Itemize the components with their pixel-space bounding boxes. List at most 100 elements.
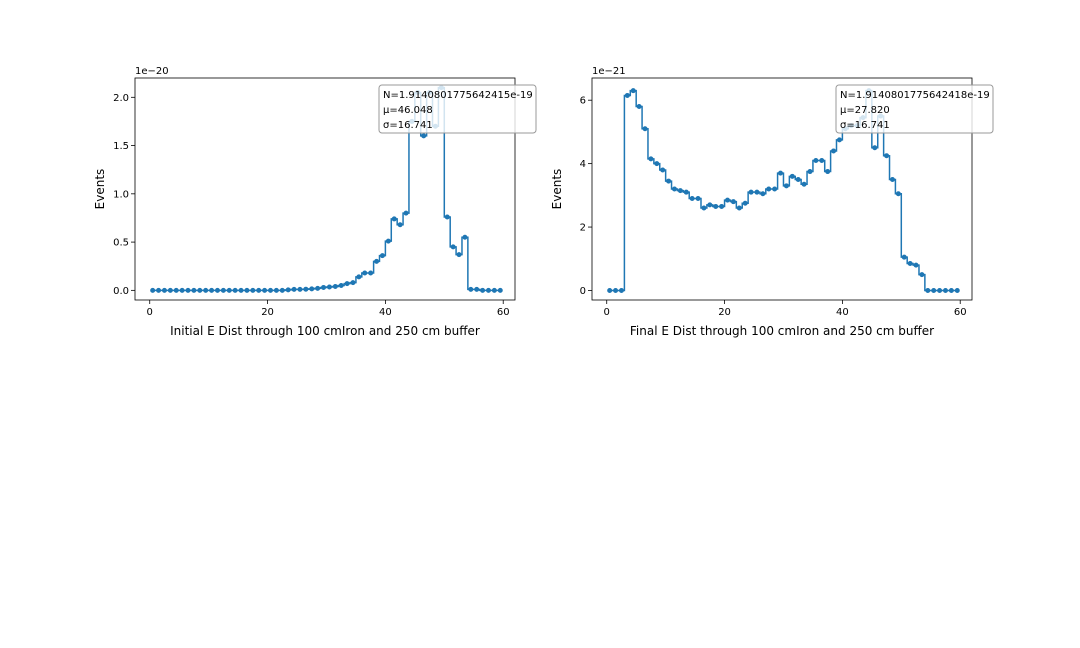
data-point bbox=[462, 234, 468, 240]
x-tick-label: 0 bbox=[147, 307, 153, 318]
data-point bbox=[374, 258, 380, 264]
stats-line: μ=46.048 bbox=[383, 105, 433, 116]
y-offset-label: 1e−20 bbox=[135, 66, 169, 77]
data-point bbox=[895, 191, 901, 197]
stats-box-frame bbox=[835, 84, 994, 134]
data-point bbox=[368, 270, 374, 276]
data-point bbox=[197, 287, 203, 293]
data-point bbox=[677, 188, 683, 194]
data-point bbox=[736, 205, 742, 211]
data-point bbox=[948, 287, 954, 293]
data-point bbox=[397, 222, 403, 228]
data-point bbox=[719, 203, 725, 209]
y-tick-label: 2 bbox=[580, 223, 586, 234]
data-point bbox=[772, 186, 778, 192]
y-tick-label: 1.5 bbox=[113, 141, 129, 152]
data-point bbox=[238, 287, 244, 293]
data-point bbox=[456, 252, 462, 258]
stats-line: σ=16.741 bbox=[840, 120, 890, 131]
data-point bbox=[760, 191, 766, 197]
data-point bbox=[332, 283, 338, 289]
data-point bbox=[303, 286, 309, 292]
data-point bbox=[338, 283, 344, 289]
data-point bbox=[185, 287, 191, 293]
data-point bbox=[403, 210, 409, 216]
data-point bbox=[666, 178, 672, 184]
data-point bbox=[450, 244, 456, 250]
data-point bbox=[778, 170, 784, 176]
data-point bbox=[707, 202, 713, 208]
data-point bbox=[309, 286, 315, 292]
stats-line: σ=16.741 bbox=[383, 120, 433, 131]
data-point bbox=[262, 287, 268, 293]
data-point bbox=[179, 287, 185, 293]
y-tick-label: 4 bbox=[580, 159, 586, 170]
x-tick-label: 60 bbox=[497, 307, 510, 318]
data-point bbox=[807, 169, 813, 175]
y-axis-label: Events bbox=[550, 169, 564, 210]
data-point bbox=[825, 169, 831, 175]
x-tick-label: 20 bbox=[718, 307, 731, 318]
data-point bbox=[725, 197, 731, 203]
data-point bbox=[391, 216, 397, 222]
data-point bbox=[695, 196, 701, 202]
data-point bbox=[350, 280, 356, 286]
data-point bbox=[801, 181, 807, 187]
data-point bbox=[161, 287, 167, 293]
data-point bbox=[889, 176, 895, 182]
data-point bbox=[167, 287, 173, 293]
data-point bbox=[297, 286, 303, 292]
data-point bbox=[150, 287, 156, 293]
data-point bbox=[214, 287, 220, 293]
y-tick-label: 0.5 bbox=[113, 238, 129, 249]
data-point bbox=[630, 88, 636, 94]
data-point bbox=[701, 205, 707, 211]
data-point bbox=[648, 156, 654, 162]
data-point bbox=[226, 287, 232, 293]
stats-box-frame bbox=[378, 84, 537, 134]
data-point bbox=[491, 287, 497, 293]
data-point bbox=[819, 157, 825, 163]
data-point bbox=[671, 186, 677, 192]
y-tick-label: 0 bbox=[580, 286, 586, 297]
data-point bbox=[326, 284, 332, 290]
data-point bbox=[244, 287, 250, 293]
data-point bbox=[315, 285, 321, 291]
data-point bbox=[468, 286, 474, 292]
data-point bbox=[954, 287, 960, 293]
data-point bbox=[173, 287, 179, 293]
y-tick-label: 2.0 bbox=[113, 93, 129, 104]
x-tick-label: 40 bbox=[836, 307, 849, 318]
data-point bbox=[766, 186, 772, 192]
x-tick-label: 60 bbox=[954, 307, 967, 318]
data-point bbox=[831, 148, 837, 154]
data-point bbox=[497, 287, 503, 293]
y-offset-label: 1e−21 bbox=[592, 66, 626, 77]
data-point bbox=[654, 161, 660, 167]
plot-frame bbox=[591, 77, 973, 301]
data-point bbox=[937, 287, 943, 293]
data-point bbox=[485, 287, 491, 293]
data-point bbox=[362, 270, 368, 276]
data-point bbox=[385, 238, 391, 244]
data-point bbox=[783, 183, 789, 189]
data-point bbox=[813, 157, 819, 163]
stats-line: N=1.9140801775642418e-19 bbox=[840, 90, 990, 101]
data-point bbox=[713, 203, 719, 209]
data-point bbox=[942, 287, 948, 293]
data-point bbox=[220, 287, 226, 293]
data-point bbox=[931, 287, 937, 293]
x-tick-label: 0 bbox=[604, 307, 610, 318]
data-point bbox=[156, 287, 162, 293]
data-point bbox=[356, 274, 362, 280]
chart-panel-1: 0 20 40 60 0.0 0.5 1.0 1.5 2.0 1e−20 Initial E Dis… bbox=[93, 66, 537, 338]
data-point bbox=[268, 287, 274, 293]
data-point bbox=[642, 126, 648, 132]
x-tick-label: 40 bbox=[379, 307, 392, 318]
data-point bbox=[683, 189, 689, 195]
data-point bbox=[480, 287, 486, 293]
y-tick-label: 0.0 bbox=[113, 286, 129, 297]
data-point bbox=[836, 137, 842, 143]
data-point bbox=[250, 287, 256, 293]
data-point bbox=[279, 287, 285, 293]
